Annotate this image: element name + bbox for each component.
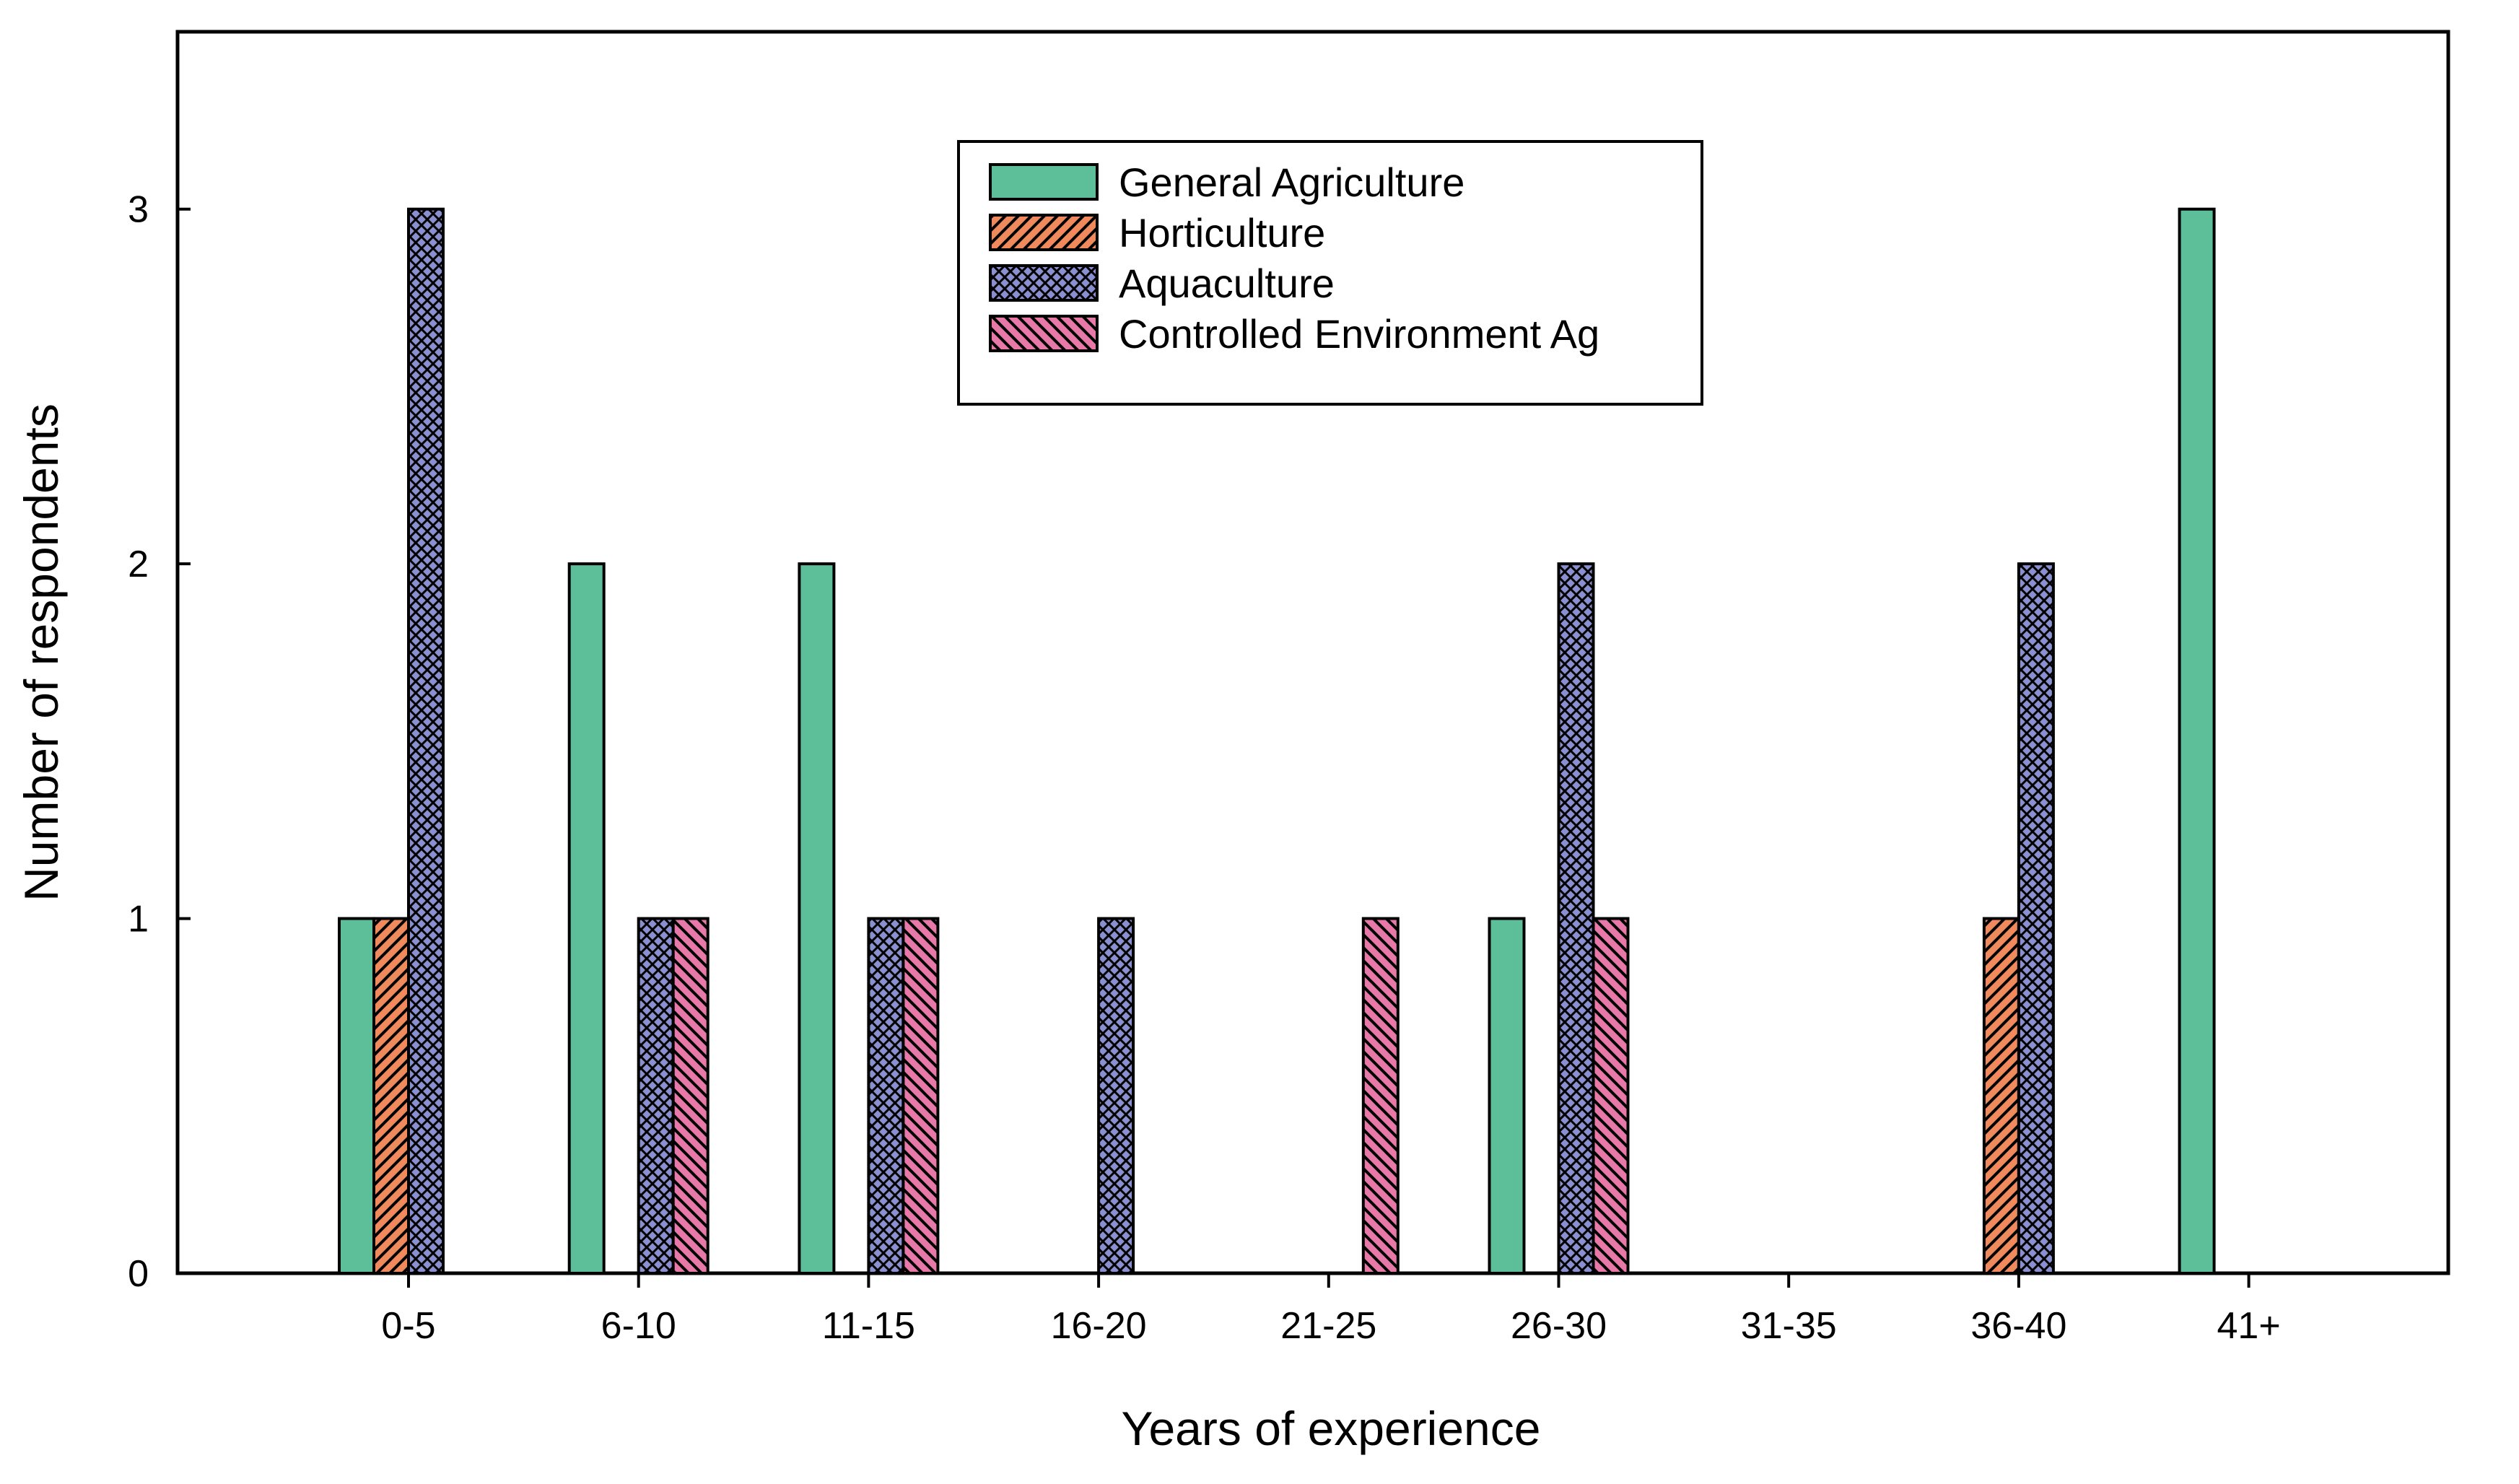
legend-label: General Agriculture (1119, 160, 1464, 205)
y-tick-label: 0 (128, 1253, 149, 1295)
legend-label: Horticulture (1119, 210, 1325, 256)
bar-general-agriculture-11-15 (798, 562, 836, 1275)
bar-aquaculture-6-10 (637, 917, 675, 1275)
x-tick-label: 0-5 (381, 1305, 435, 1347)
x-tick-label: 21-25 (1280, 1305, 1376, 1347)
bar-controlled-environment-ag-6-10 (671, 917, 710, 1275)
x-axis: 0-5 6-10 11-15 16-20 21-25 26-30 31-35 36-40 41+ (381, 1273, 2281, 1347)
x-tick-label: 26-30 (1511, 1305, 1607, 1347)
bar-aquaculture-11-15 (867, 917, 905, 1275)
plot-frame (175, 30, 2450, 1275)
bar-general-agriculture-0-5 (338, 917, 375, 1275)
legend-swatch (989, 163, 1099, 201)
bar-aquaculture-36-40 (2017, 562, 2055, 1275)
x-axis-title: Years of experience (1122, 1402, 1541, 1455)
x-tick-label: 41+ (2217, 1305, 2280, 1347)
legend: General Agriculture Horticulture Aquacultu… (957, 140, 1703, 406)
y-tick-label: 2 (128, 544, 149, 585)
x-tick-label: 16-20 (1051, 1305, 1147, 1347)
y-axis: 0 1 2 3 (128, 189, 191, 1295)
y-tick-label: 1 (128, 899, 149, 940)
bar-horticulture-0-5 (372, 917, 410, 1275)
bar-horticulture-36-40 (1982, 917, 2020, 1275)
x-tick-label: 36-40 (1970, 1305, 2066, 1347)
bar-general-agriculture-26-30 (1488, 917, 1526, 1275)
bar-aquaculture-26-30 (1557, 562, 1595, 1275)
bar-general-agriculture-41- (2178, 207, 2216, 1275)
bar-controlled-environment-ag-21-25 (1361, 917, 1400, 1275)
bar-aquaculture-16-20 (1097, 917, 1135, 1275)
legend-swatch (989, 264, 1099, 302)
bar-aquaculture-0-5 (407, 207, 445, 1275)
legend-swatch (989, 315, 1099, 352)
y-tick-label: 3 (128, 189, 149, 231)
x-tick-label: 31-35 (1741, 1305, 1837, 1347)
bar-controlled-environment-ag-11-15 (901, 917, 940, 1275)
legend-swatch (989, 214, 1099, 251)
x-tick-label: 11-15 (822, 1305, 915, 1347)
bar-controlled-environment-ag-26-30 (1592, 917, 1630, 1275)
bar-general-agriculture-6-10 (567, 562, 606, 1275)
bars-layer (338, 207, 2216, 1275)
y-axis-title: Number of respondents (14, 403, 68, 902)
x-tick-label: 6-10 (601, 1305, 676, 1347)
legend-label: Aquaculture (1119, 261, 1335, 306)
legend-label: Controlled Environment Ag (1119, 311, 1599, 357)
